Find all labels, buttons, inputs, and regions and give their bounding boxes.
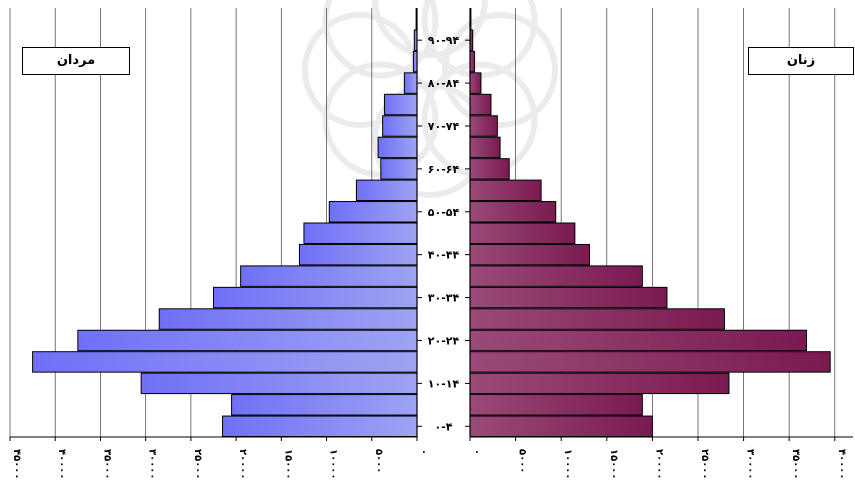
bar-women xyxy=(469,351,831,373)
bar-women xyxy=(469,201,557,223)
bar-men xyxy=(77,329,418,352)
left-axis-tick-label: ۵۰۰۰ xyxy=(373,449,384,473)
bar-men xyxy=(140,372,418,395)
bar-men xyxy=(240,265,418,287)
category-label: ۷۰-۷۴ xyxy=(428,120,460,133)
bar-women xyxy=(469,115,498,137)
legend-men: مردان xyxy=(22,47,130,75)
right-axis-tick-label: ۵۰۰۰ xyxy=(517,449,528,473)
right-axis-tick-label: ۱۵۰۰۰ xyxy=(608,449,619,480)
bar-women xyxy=(469,243,590,266)
bar-men xyxy=(383,93,418,116)
left-axis-tick-label: ۳۰۰۰۰ xyxy=(147,449,158,480)
category-label: ۰-۴ xyxy=(435,420,453,433)
left-axis-tick-label: ۱۵۰۰۰ xyxy=(282,449,293,480)
left-axis-tick-label: ۳۵۰۰۰ xyxy=(101,449,112,480)
bar-women xyxy=(469,308,725,330)
bar-men xyxy=(222,415,418,437)
bar-women xyxy=(469,93,492,116)
right-axis-tick-label: ۱۰۰۰۰ xyxy=(562,449,573,480)
right-axis-tick-label: ۲۰۰۰۰ xyxy=(653,449,664,480)
left-axis-tick-label: ۲۵۰۰۰ xyxy=(192,449,203,480)
left-axis-tick-label: ۴۵۰۰۰ xyxy=(11,449,22,480)
right-axis-tick-label: ۲۵۰۰۰ xyxy=(699,449,710,480)
bar-men xyxy=(328,201,418,223)
bar-men xyxy=(32,351,418,373)
bar-women xyxy=(469,329,807,352)
bar-men xyxy=(403,72,418,94)
right-axis-tick-label: ۳۵۰۰۰ xyxy=(790,449,801,480)
bar-men xyxy=(231,394,418,416)
bar-women xyxy=(469,158,510,180)
category-label: ۸۰-۸۴ xyxy=(428,77,460,90)
right-axis-tick-label: ۳۰۰۰۰ xyxy=(745,449,756,480)
legend-women: زنان xyxy=(748,47,854,75)
bar-men xyxy=(213,286,418,309)
left-axis-tick-label: ۰ xyxy=(418,449,429,455)
bar-women xyxy=(469,265,643,287)
bar-women xyxy=(469,372,730,395)
bar-women xyxy=(469,136,501,159)
bar-women xyxy=(469,222,576,244)
bar-men xyxy=(298,243,418,266)
left-axis-tick-label: ۴۰۰۰۰ xyxy=(56,449,67,480)
right-axis-tick-label: ۰ xyxy=(471,449,482,455)
right-axis-tick-label: ۴۰۰۰۰ xyxy=(836,449,847,480)
category-label: ۱۰-۱۴ xyxy=(428,377,460,390)
category-label: ۶۰-۶۴ xyxy=(428,163,460,176)
bar-women xyxy=(469,50,476,73)
bar-women xyxy=(469,415,653,437)
bar-women xyxy=(469,394,643,416)
bar-men xyxy=(158,308,418,330)
category-label: ۹۰-۹۴ xyxy=(428,34,460,47)
left-axis-tick-label: ۱۰۰۰۰ xyxy=(328,449,339,480)
bar-men xyxy=(380,158,418,180)
category-label: ۳۰-۳۴ xyxy=(428,292,460,305)
bar-women xyxy=(469,286,668,309)
bar-women xyxy=(469,72,482,94)
bar-men xyxy=(355,179,418,202)
bar-men xyxy=(382,115,418,137)
bar-men xyxy=(303,222,418,244)
bar-men xyxy=(377,136,418,159)
category-label: ۲۰-۲۴ xyxy=(428,334,460,347)
category-label: ۵۰-۵۴ xyxy=(428,206,460,219)
bar-women xyxy=(469,179,542,202)
left-axis-tick-label: ۲۰۰۰۰ xyxy=(237,449,248,480)
category-label: ۴۰-۴۴ xyxy=(428,249,460,262)
